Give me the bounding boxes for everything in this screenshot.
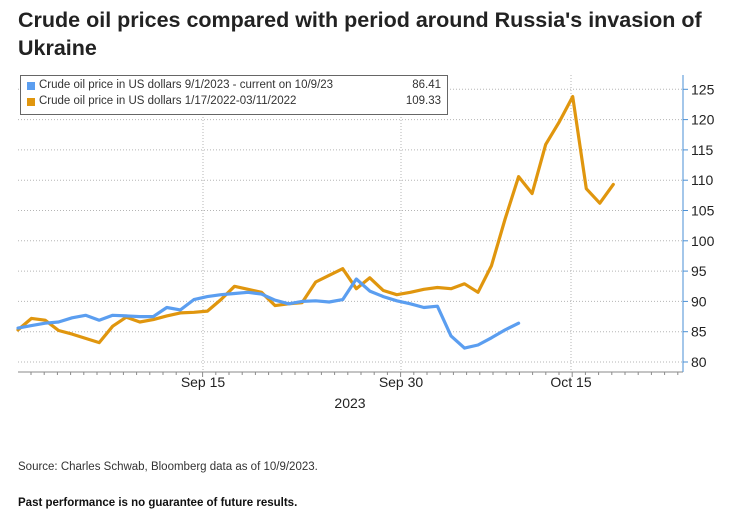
series-line-2023 (16, 277, 521, 350)
y-tick-label: 85 (691, 324, 707, 340)
series-lines (16, 94, 615, 350)
x-axis-title: 2023 (334, 395, 365, 411)
legend-swatch (27, 82, 35, 90)
legend-swatch (27, 98, 35, 106)
y-tick-labels: 80 85 90 95 100 105 110 115 120 125 (683, 81, 715, 370)
x-tick-marks (30, 372, 679, 377)
legend-value: 109.33 (405, 95, 441, 107)
grid-lines (18, 75, 683, 372)
y-tick-label: 120 (691, 112, 715, 128)
legend-label: Crude oil price in US dollars 9/1/2023 -… (39, 79, 334, 91)
x-tick-label: Sep 15 (181, 374, 226, 390)
chart-title: Crude oil prices compared with period ar… (18, 8, 702, 60)
x-tick-label: Sep 30 (379, 374, 424, 390)
y-tick-label: 90 (691, 293, 707, 309)
source-note: Source: Charles Schwab, Bloomberg data a… (18, 461, 318, 473)
x-tick-label: Oct 15 (550, 374, 591, 390)
legend-entry-2023: Crude oil price in US dollars 9/1/2023 -… (27, 79, 441, 95)
y-tick-label: 95 (691, 263, 707, 279)
x-tick-labels: Sep 15 Sep 30 Oct 15 (181, 374, 592, 390)
y-tick-label: 100 (691, 233, 715, 249)
legend-value: 86.41 (412, 79, 441, 91)
chart-canvas: Sep 15 Sep 30 Oct 15 2023 80 85 90 95 100 105… (16, 75, 715, 411)
y-tick-label: 80 (691, 354, 707, 370)
legend-label: Crude oil price in US dollars 1/17/2022-… (39, 95, 297, 107)
y-tick-label: 110 (691, 172, 714, 188)
y-tick-label: 115 (691, 142, 714, 158)
y-tick-label: 125 (691, 81, 715, 97)
legend-entry-2022: Crude oil price in US dollars 1/17/2022-… (27, 95, 441, 111)
y-tick-label: 105 (691, 203, 715, 219)
series-line-2022 (16, 94, 615, 345)
disclaimer: Past performance is no guarantee of futu… (18, 497, 298, 509)
legend: Crude oil price in US dollars 9/1/2023 -… (20, 75, 448, 115)
